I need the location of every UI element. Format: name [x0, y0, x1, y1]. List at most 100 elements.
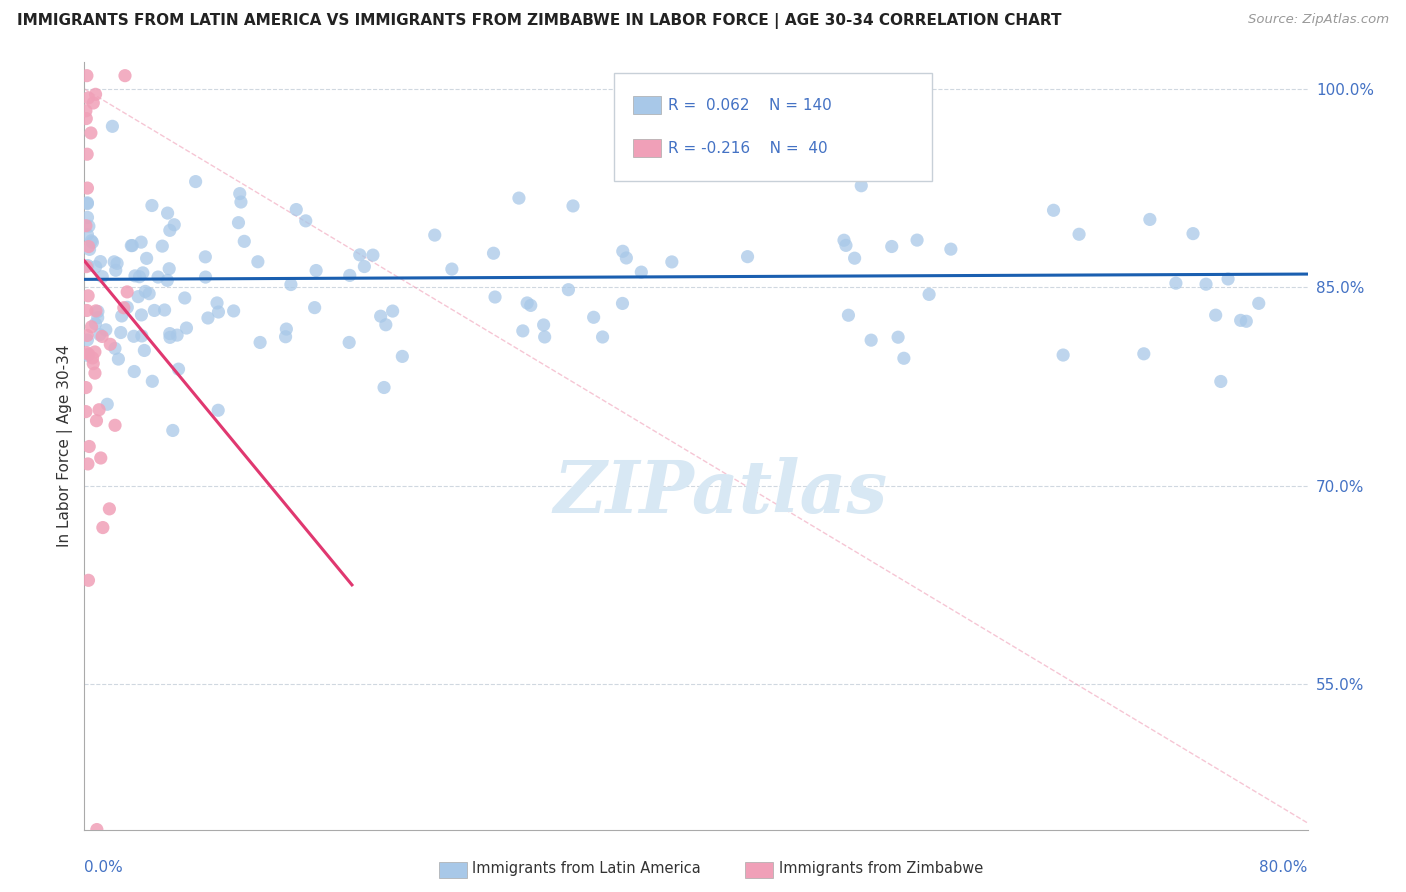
Point	[143, 303, 166, 318]
Text: 80.0%: 80.0%	[1260, 860, 1308, 875]
Point	[76, 195, 98, 210]
Point	[98, 501, 121, 516]
Point	[339, 268, 361, 283]
Point	[77, 239, 100, 253]
Point	[1139, 212, 1161, 227]
Point	[893, 351, 915, 366]
Point	[229, 186, 252, 201]
Point	[77, 289, 100, 303]
Point	[75, 103, 97, 118]
Point	[77, 347, 100, 361]
Point	[860, 333, 883, 347]
Point	[294, 214, 316, 228]
Point	[1052, 348, 1074, 362]
Point	[612, 296, 634, 310]
Point	[86, 414, 108, 428]
Point	[87, 402, 110, 417]
Point	[173, 291, 195, 305]
Point	[104, 342, 127, 356]
Point	[134, 343, 156, 358]
Point	[112, 301, 135, 315]
Point	[104, 418, 127, 433]
Point	[75, 380, 97, 394]
Point	[1164, 276, 1187, 290]
Point	[87, 304, 110, 318]
Point	[84, 317, 107, 331]
Point	[84, 87, 107, 102]
Point	[127, 290, 149, 304]
Point	[353, 260, 375, 274]
Point	[837, 308, 859, 322]
Point	[84, 366, 107, 380]
Point	[75, 112, 97, 126]
Point	[508, 191, 530, 205]
Point	[82, 351, 104, 365]
Point	[423, 228, 446, 243]
Point	[205, 296, 228, 310]
Point	[370, 309, 392, 323]
Point	[83, 345, 105, 359]
Text: IMMIGRANTS FROM LATIN AMERICA VS IMMIGRANTS FROM ZIMBABWE IN LABOR FORCE | AGE 3: IMMIGRANTS FROM LATIN AMERICA VS IMMIGRA…	[17, 13, 1062, 29]
Point	[76, 333, 98, 347]
Point	[77, 91, 100, 105]
Point	[373, 380, 395, 394]
Point	[1209, 375, 1232, 389]
Point	[76, 259, 98, 273]
Point	[868, 136, 890, 150]
Point	[129, 235, 152, 249]
Point	[557, 283, 579, 297]
Point	[77, 457, 100, 471]
Point	[75, 404, 97, 418]
Point	[1182, 227, 1205, 241]
Point	[197, 311, 219, 326]
Point	[349, 248, 371, 262]
Point	[146, 270, 169, 285]
Point	[157, 261, 180, 276]
Point	[246, 254, 269, 268]
Point	[661, 255, 683, 269]
Point	[361, 248, 384, 262]
Point	[484, 290, 506, 304]
Point	[156, 273, 179, 287]
Point	[1195, 277, 1218, 292]
Point	[80, 234, 103, 248]
Point	[122, 329, 145, 343]
Point	[86, 822, 108, 837]
Point	[91, 329, 114, 343]
Point	[82, 235, 104, 250]
Point	[132, 266, 155, 280]
Point	[84, 260, 107, 274]
Point	[80, 319, 103, 334]
Point	[280, 277, 302, 292]
Point	[533, 330, 555, 344]
Point	[1234, 314, 1257, 328]
Text: Immigrants from Zimbabwe: Immigrants from Zimbabwe	[779, 862, 983, 876]
Point	[76, 348, 98, 362]
Point	[82, 95, 104, 110]
Point	[134, 285, 156, 299]
Point	[124, 268, 146, 283]
Point	[141, 374, 163, 388]
Point	[832, 233, 855, 247]
Point	[1042, 203, 1064, 218]
Point	[76, 303, 98, 318]
Point	[122, 364, 145, 378]
Point	[582, 310, 605, 325]
Text: ZIPatlas: ZIPatlas	[554, 457, 887, 527]
Point	[519, 298, 541, 312]
Point	[76, 328, 98, 343]
Point	[1229, 313, 1251, 327]
Point	[114, 69, 136, 83]
Point	[207, 305, 229, 319]
Point	[115, 285, 138, 299]
Point	[1216, 272, 1239, 286]
Point	[76, 147, 98, 161]
Point	[844, 251, 866, 265]
Point	[167, 362, 190, 376]
Point	[905, 233, 928, 247]
Point	[1247, 296, 1270, 310]
Point	[138, 286, 160, 301]
Point	[276, 322, 298, 336]
Point	[285, 202, 308, 217]
Point	[918, 287, 941, 301]
